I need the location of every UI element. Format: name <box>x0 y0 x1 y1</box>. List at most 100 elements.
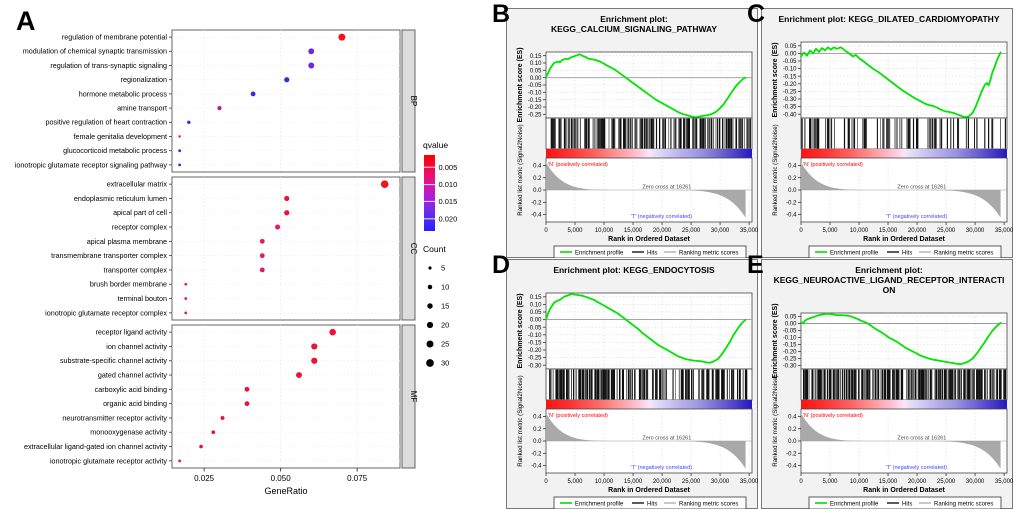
metric-y-axis-title: Ranked list metric (Signal2Noise) <box>517 375 524 466</box>
es-y-axis-title: Enrichment score (ES) <box>772 303 779 378</box>
es-curve <box>800 312 1002 365</box>
es-tick-label: -0.30 <box>783 364 797 370</box>
x-tick-label: 0.025 <box>194 474 215 483</box>
gsea-x-axis: 0 5,000 10,000 15,000 20,000 25,000 30,000 35,0… <box>544 473 759 494</box>
go-dot <box>259 238 265 244</box>
gsea-svg-d: Enrichment plot: KEGG_ENDOCYTOSIS0.150.1… <box>506 259 759 509</box>
go-dot <box>217 106 222 111</box>
es-tick-label: -0.25 <box>528 112 542 118</box>
metric-tick-label: -0.2 <box>531 451 542 457</box>
legend-item-label: Ranking metric scores <box>934 250 993 256</box>
go-term-label: receptor complex <box>112 222 168 231</box>
gsea-x-tick-label: 5,000 <box>823 228 839 234</box>
legend-item-label: Ranking metric scores <box>679 501 738 507</box>
panel-e-label: E <box>747 251 764 279</box>
go-dot <box>275 224 281 230</box>
hits-barcode <box>545 117 753 150</box>
go-dot <box>329 328 336 336</box>
x-tick-label: 0.075 <box>347 474 368 483</box>
panel-d-label: D <box>492 251 511 279</box>
panel-b-label: B <box>492 0 511 28</box>
metric-y-axis-title: Ranked list metric (Signal2Noise) <box>772 375 779 466</box>
go-term-label: transmembrane transporter complex <box>51 251 167 260</box>
positively-correlated-label: 'N' (positively correlated) <box>548 413 608 419</box>
gsea-title-line: KEGG_NEUROACTIVE_LIGAND_RECEPTOR_INTERAC… <box>774 275 1005 285</box>
go-term-label: carboxylic acid binding <box>95 385 167 394</box>
go-enrichment-dotplot: regulation of membrane potential modulati… <box>0 0 490 509</box>
go-term-label: ionotropic glutamate receptor signaling … <box>15 160 168 169</box>
metric-tick-label: 0.0 <box>788 188 797 194</box>
count-legend-dot <box>427 284 433 290</box>
go-dot <box>284 195 290 202</box>
go-dot <box>184 282 188 286</box>
gsea-x-tick-label: 15,000 <box>624 228 643 234</box>
panel-c-label: C <box>747 0 766 28</box>
ranked-metric-plot: 0.4 0.2 0.0 -0.2 -0.4 'N' (positively correla… <box>531 408 753 474</box>
es-tick-label: -0.15 <box>528 341 542 347</box>
positively-correlated-label: 'N' (positively correlated) <box>803 413 863 419</box>
qvalue-tick-label: 0.010 <box>439 180 458 189</box>
es-tick-label: 0.05 <box>785 315 797 321</box>
gsea-title-line: KEGG_CALCIUM_SIGNALING_PATHWAY <box>551 24 717 34</box>
legend-item-label: Hits <box>902 501 912 507</box>
count-legend-dot <box>426 340 434 348</box>
qvalue-colorbar <box>424 155 435 231</box>
rank-color-band <box>546 400 752 409</box>
go-dot <box>308 48 315 55</box>
count-legend-label: 5 <box>441 264 445 273</box>
gsea-x-axis: 0 5,000 10,000 15,000 20,000 25,000 30,000 35,0… <box>799 473 1014 494</box>
go-term-label: hormone metabolic process <box>79 89 168 98</box>
gsea-x-tick-label: 30,000 <box>966 228 985 234</box>
es-tick-label: 0.15 <box>530 54 542 60</box>
go-dot <box>178 459 182 463</box>
zero-cross-label: Zero cross at 16261 <box>897 436 946 442</box>
qvalue-tick-label: 0.020 <box>439 214 458 223</box>
facet-bp: regulation of membrane potential modulati… <box>15 29 418 173</box>
go-term-label: regulation of membrane potential <box>62 33 167 42</box>
es-curve <box>545 53 747 119</box>
hits-barcode <box>800 117 1008 150</box>
qvalue-tick-label: 0.005 <box>439 163 458 172</box>
gsea-legend: Enrichment profile Hits Ranking metric sco… <box>808 496 1002 509</box>
facet-strip-label: MF <box>409 391 418 403</box>
go-term-label: regionalization <box>121 75 167 84</box>
gsea-plot-dilated-cardiomyopathy: Enrichment plot: KEGG_DILATED_CARDIOMYOP… <box>761 8 1014 259</box>
gsea-x-tick-label: 0 <box>799 228 803 234</box>
gsea-plot-endocytosis: Enrichment plot: KEGG_ENDOCYTOSIS 0.15 0.1… <box>506 259 759 509</box>
es-tick-label: -0.05 <box>528 325 542 331</box>
qvalue-tick-label: 0.015 <box>439 197 458 206</box>
rank-color-band <box>801 149 1007 158</box>
es-tick-label: -0.20 <box>528 105 542 111</box>
legend-item-label: Enrichment profile <box>830 501 879 507</box>
gsea-x-tick-label: 30,000 <box>711 479 730 485</box>
go-term-label: extracellular matrix <box>107 180 168 189</box>
gsea-x-tick-label: 25,000 <box>682 228 701 234</box>
go-term-label: ionotropic glutamate receptor complex <box>45 308 167 317</box>
metric-tick-label: 0.0 <box>533 188 542 194</box>
es-y-axis-title: Enrichment score (ES) <box>517 47 524 122</box>
es-tick-label: -0.15 <box>783 343 797 349</box>
go-dotplot-svg: regulation of membrane potential modulati… <box>15 29 458 496</box>
facet-strip-label: BP <box>409 96 418 107</box>
go-term-label: gated channel activity <box>98 370 168 379</box>
go-dot <box>311 343 318 350</box>
es-tick-label: -0.25 <box>783 90 797 96</box>
gsea-x-tick-label: 25,000 <box>682 479 701 485</box>
es-tick-label: -0.10 <box>783 336 797 342</box>
gsea-title-line: Enrichment plot: KEGG_ENDOCYTOSIS <box>553 265 715 275</box>
count-legend-label: 25 <box>441 340 449 349</box>
gsea-title-line: ON <box>883 285 896 295</box>
go-dot <box>284 210 290 216</box>
es-tick-label: -0.10 <box>783 67 797 73</box>
es-plot: 0.150.100.05 0.00-0.05-0.10 -0.15-0.20-0.2… <box>528 51 753 119</box>
metric-tick-label: -0.4 <box>531 213 542 219</box>
es-tick-label: 0.05 <box>530 310 542 316</box>
legend-item-label: Ranking metric scores <box>679 250 738 256</box>
es-tick-label: -0.30 <box>528 363 542 369</box>
gsea-x-tick-label: 35,000 <box>995 228 1013 234</box>
go-dot <box>284 77 290 83</box>
go-term-label: endoplasmic reticulum lumen <box>74 194 167 203</box>
es-tick-label: -0.05 <box>783 59 797 65</box>
go-term-label: apical plasma membrane <box>87 237 167 246</box>
go-term-label: regulation of trans-synaptic signaling <box>50 61 167 70</box>
